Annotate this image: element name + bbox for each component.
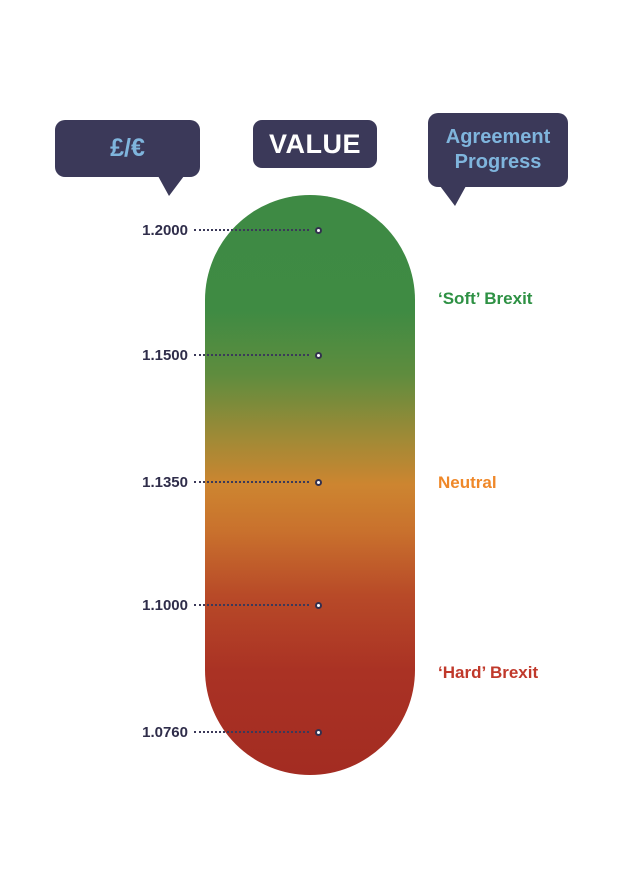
tick-value-label: 1.1500 bbox=[142, 346, 188, 364]
agreement-progress-bubble: Agreement Progress bbox=[428, 113, 568, 206]
tick-value-label: 1.1000 bbox=[142, 596, 188, 614]
agreement-progress-line1: Agreement bbox=[445, 126, 551, 148]
tick-marker-dot bbox=[315, 478, 322, 486]
tick-leader-line bbox=[194, 229, 309, 231]
tick-row: 1.2000 bbox=[70, 220, 322, 240]
currency-pair-bubble: £/€ bbox=[55, 120, 200, 196]
tick-marker-dot bbox=[315, 728, 322, 736]
tick-marker-dot bbox=[315, 226, 322, 234]
tick-row: 1.0760 bbox=[70, 722, 322, 742]
currency-pair-label: £/€ bbox=[110, 134, 145, 162]
tick-marker-dot bbox=[315, 601, 322, 609]
agreement-progress-line2: Progress bbox=[454, 151, 542, 173]
tick-row: 1.1000 bbox=[70, 595, 322, 615]
tick-row: 1.1350 bbox=[70, 472, 322, 492]
category-label-hard-brexit: ‘Hard’ Brexit bbox=[438, 663, 539, 682]
tick-leader-line bbox=[194, 604, 309, 606]
value-title-box: VALUE bbox=[253, 120, 377, 168]
gauge-capsule bbox=[205, 195, 415, 775]
tick-value-label: 1.2000 bbox=[142, 221, 188, 239]
tick-marker-dot bbox=[315, 351, 322, 359]
tick-leader-line bbox=[194, 731, 309, 733]
tick-value-label: 1.1350 bbox=[142, 473, 188, 491]
tick-leader-line bbox=[194, 354, 309, 356]
tick-value-label: 1.0760 bbox=[142, 723, 188, 741]
category-label-neutral: Neutral bbox=[438, 473, 497, 492]
tick-row: 1.1500 bbox=[70, 345, 322, 365]
category-label-soft-brexit: ‘Soft’ Brexit bbox=[438, 289, 533, 308]
value-title-label: VALUE bbox=[268, 128, 361, 159]
tick-leader-line bbox=[194, 481, 309, 483]
